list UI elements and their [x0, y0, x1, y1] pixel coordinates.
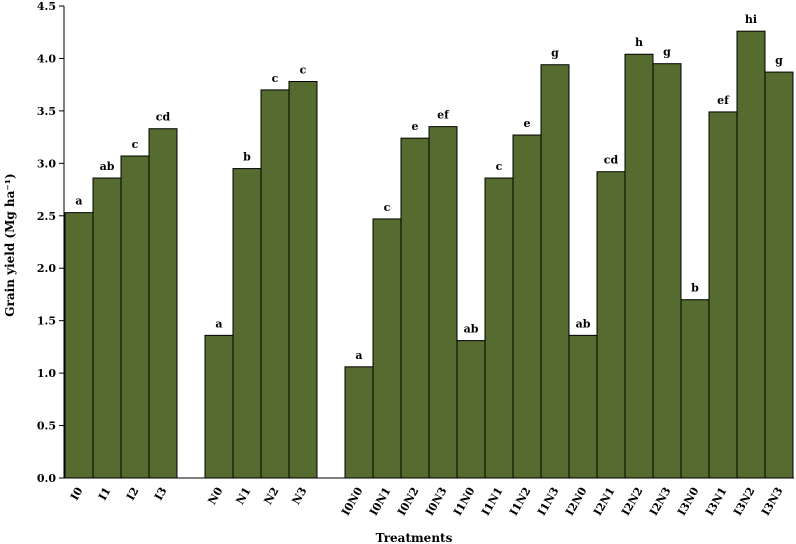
significance-label-n2: c: [272, 72, 279, 85]
bar-i3n3: [764, 71, 794, 479]
significance-label-i0: a: [75, 195, 82, 208]
bar-i3n2: [736, 30, 766, 479]
significance-label-i2: c: [132, 138, 139, 151]
significance-label-i1n3: g: [551, 47, 559, 60]
significance-label-i1n0: ab: [464, 323, 479, 336]
bar-i2n3: [652, 63, 682, 479]
x-tick-label-i3n3: I3N3: [759, 485, 786, 518]
x-axis: I0 I1 I2 I3 N0 N1 N2 N3 I0N0 I0N1 I0N2 I0N3 I1N0 I1N1…: [64, 477, 794, 518]
x-tick-label-i3n2: I3N2: [731, 485, 758, 518]
bar-n1: [232, 168, 262, 479]
x-tick-label-i1n1: I1N1: [479, 485, 506, 518]
bar-i0: [64, 212, 94, 479]
x-tick-label-i2n1: I2N1: [591, 485, 618, 518]
bar-i0n0: [344, 366, 374, 479]
x-axis-title: Treatments: [376, 531, 453, 544]
x-tick-label-i1n0: I1N0: [451, 485, 478, 518]
y-tick-label: 2.0: [37, 262, 56, 275]
y-tick-label: 2.5: [37, 210, 56, 223]
bar-i0n1: [372, 218, 402, 479]
x-tick-label-i0n1: I0N1: [367, 485, 394, 518]
x-tick-label-n0: N0: [205, 485, 225, 507]
bar-i2n2: [624, 53, 654, 479]
significance-label-i0n0: a: [355, 349, 362, 362]
bar-n0: [204, 334, 234, 479]
y-axis: 0.0 0.5 1.0 1.5 2.0 2.5 3.0 3.5 4.0 4.5: [37, 0, 65, 485]
significance-label-i3n2: hi: [745, 13, 757, 26]
significance-label-i1n1: c: [496, 160, 503, 173]
significance-label-n3: c: [300, 64, 307, 77]
x-tick-label-i0n2: I0N2: [395, 485, 422, 518]
bar-i0n2: [400, 137, 430, 479]
y-tick-label: 0.0: [37, 472, 56, 485]
significance-label-i2n2: h: [635, 36, 643, 49]
bar-i3n1: [708, 111, 738, 479]
x-tick-label-i2n0: I2N0: [563, 485, 590, 518]
x-tick-label-n1: N1: [233, 485, 253, 507]
significance-label-i0n1: c: [384, 201, 391, 214]
x-tick-label-n2: N2: [261, 485, 281, 507]
bar-i1: [92, 177, 122, 479]
x-tick-label-i2n2: I2N2: [619, 485, 646, 518]
x-tick-label-i3n0: I3N0: [675, 485, 702, 518]
bar-i0n3: [428, 126, 458, 479]
x-tick-label-i3: I3: [152, 485, 170, 503]
x-tick-label-i1n2: I1N2: [507, 485, 534, 518]
y-tick-label: 0.5: [37, 420, 56, 433]
significance-label-i3n1: ef: [717, 94, 730, 107]
significance-label-i1n2: e: [524, 117, 531, 130]
significance-label-i2n3: g: [663, 46, 671, 59]
bar-i1n0: [456, 340, 486, 479]
significance-label-i1: ab: [100, 160, 115, 173]
bar-i2n1: [596, 171, 626, 479]
y-axis-title: Grain yield (Mg ha⁻¹): [3, 173, 17, 316]
bar-i1n2: [512, 134, 542, 479]
y-tick-label: 3.0: [37, 157, 56, 170]
bar-i1n3: [540, 64, 570, 479]
x-tick-label-i2: I2: [124, 485, 142, 503]
bar-n2: [260, 89, 290, 479]
x-tick-label-n3: N3: [289, 485, 309, 507]
y-tick-label: 1.5: [37, 315, 56, 328]
bars-layer: [64, 30, 794, 479]
y-tick-label: 1.0: [37, 367, 56, 380]
significance-label-i0n3: ef: [437, 109, 450, 122]
x-tick-label-i0n3: I0N3: [423, 485, 450, 518]
bar-i3n0: [680, 299, 710, 479]
x-tick-label-i3n1: I3N1: [703, 485, 730, 518]
x-tick-label-i1: I1: [96, 485, 114, 503]
significance-label-i3: cd: [156, 111, 171, 124]
x-tick-label-i1n3: I1N3: [535, 485, 562, 518]
y-tick-label: 4.5: [37, 0, 56, 13]
significance-label-i2n0: ab: [576, 317, 591, 330]
x-tick-label-i0n0: I0N0: [339, 485, 366, 518]
significance-label-n1: b: [243, 151, 251, 164]
x-tick-label-i2n3: I2N3: [647, 485, 674, 518]
bar-i2: [120, 155, 150, 479]
significance-label-i3n3: g: [775, 54, 783, 67]
x-tick-label-i0: I0: [68, 485, 86, 503]
significance-label-i2n1: cd: [604, 154, 619, 167]
significance-label-n0: a: [215, 317, 222, 330]
significance-label-i3n0: b: [691, 282, 699, 295]
y-tick-label: 3.5: [37, 105, 56, 118]
bar-n3: [288, 81, 318, 479]
significance-label-i0n2: e: [412, 120, 419, 133]
bar-i1n1: [484, 177, 514, 479]
y-tick-label: 4.0: [37, 52, 56, 65]
bar-i2n0: [568, 334, 598, 479]
bar-i3: [148, 128, 178, 479]
